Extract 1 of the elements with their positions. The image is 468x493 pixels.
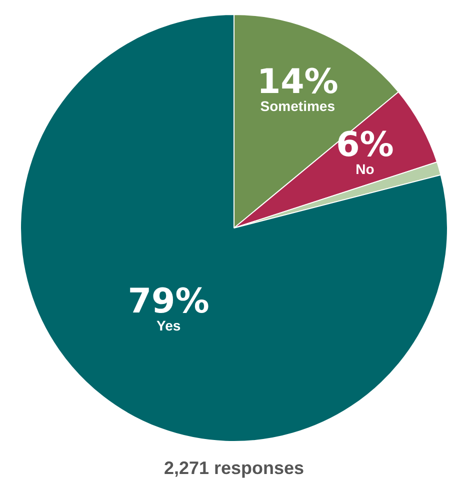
- text: 2,271 responses: [162, 458, 306, 479]
